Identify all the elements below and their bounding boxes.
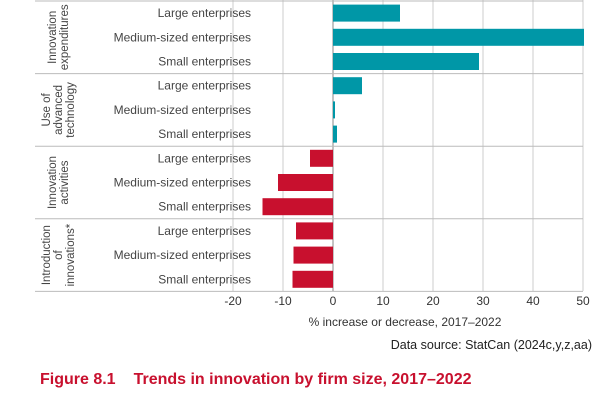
category-label: Large enterprises: [158, 151, 251, 165]
x-tick-label: 0: [330, 294, 337, 308]
category-label: Large enterprises: [158, 79, 251, 93]
x-tick-label: 50: [576, 294, 590, 308]
group-label: innovations*: [65, 223, 77, 286]
figure-caption: Figure 8.1 Trends in innovation by firm s…: [40, 371, 471, 389]
category-label: Small enterprises: [158, 55, 251, 69]
bar: [333, 125, 337, 143]
group-label: Innovation: [47, 11, 59, 64]
x-tick-label: -20: [224, 294, 242, 308]
bar: [333, 4, 400, 22]
category-label: Medium-sized enterprises: [114, 176, 251, 190]
group-label: of: [53, 250, 65, 260]
bar: [333, 53, 479, 70]
bar: [333, 77, 362, 95]
x-axis-title: % increase or decrease, 2017–2022: [309, 315, 502, 329]
group-label: Innovation: [47, 156, 59, 209]
x-tick-label: 10: [376, 294, 390, 308]
x-tick-label: -10: [274, 294, 292, 308]
bar: [293, 246, 333, 264]
category-label: Large enterprises: [158, 224, 251, 238]
bar: [292, 270, 333, 288]
category-label: Large enterprises: [158, 6, 251, 20]
group-label: Introduction: [41, 225, 53, 285]
category-label: Small enterprises: [158, 127, 251, 141]
bar: [310, 149, 333, 167]
bar: [333, 101, 335, 119]
x-tick-label: 30: [476, 294, 490, 308]
category-label: Medium-sized enterprises: [114, 30, 251, 44]
figure-title: Trends in innovation by firm size, 2017–…: [133, 371, 472, 388]
figure-number: Figure 8.1: [40, 371, 116, 388]
category-label: Small enterprises: [158, 272, 251, 286]
group-label: expenditures: [59, 4, 71, 70]
category-label: Small enterprises: [158, 200, 251, 214]
group-label: advanced: [53, 85, 65, 135]
group-label: technology: [65, 82, 77, 138]
bar: [278, 174, 333, 191]
bar: [296, 222, 333, 240]
bar: [333, 28, 584, 46]
bar: [262, 198, 333, 216]
data-source: Data source: StatCan (2024c,y,z,aa): [390, 338, 592, 352]
group-label: activities: [59, 160, 71, 204]
category-label: Medium-sized enterprises: [114, 103, 251, 117]
x-tick-label: 20: [426, 294, 440, 308]
category-label: Medium-sized enterprises: [114, 248, 251, 262]
x-tick-label: 40: [526, 294, 540, 308]
group-label: Use of: [41, 92, 53, 126]
